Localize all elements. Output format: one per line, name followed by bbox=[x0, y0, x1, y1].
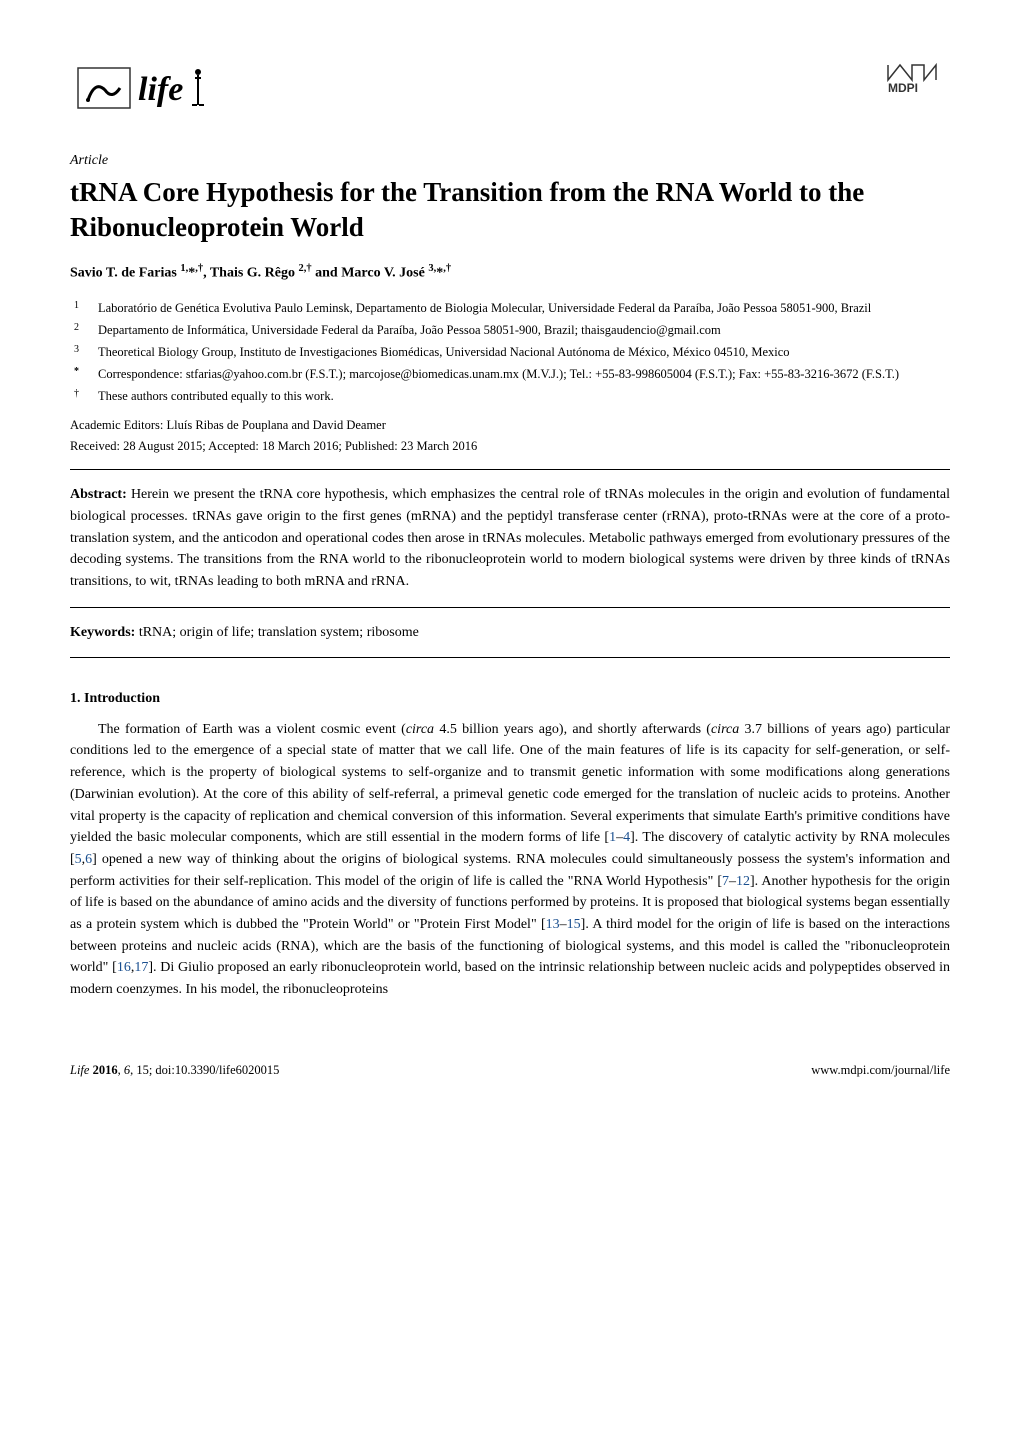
correspondence: * Correspondence: stfarias@yahoo.com.br … bbox=[98, 364, 950, 384]
academic-editors: Academic Editors: Lluís Ribas de Pouplan… bbox=[70, 416, 950, 435]
header-row: life MDPI bbox=[70, 60, 950, 120]
affiliation-2: 2 Departamento de Informática, Universid… bbox=[98, 320, 950, 340]
correspondence-marker: * bbox=[74, 364, 98, 384]
affiliations-block: 1 Laboratório de Genética Evolutiva Paul… bbox=[98, 298, 950, 406]
footer-journal-url: www.mdpi.com/journal/life bbox=[811, 1061, 950, 1080]
svg-text:life: life bbox=[138, 71, 183, 108]
keywords-section: Keywords: tRNA; origin of life; translat… bbox=[70, 622, 950, 658]
affiliation-num: 2 bbox=[74, 320, 98, 340]
abstract-label: Abstract: bbox=[70, 487, 127, 502]
affiliation-num: 1 bbox=[74, 298, 98, 318]
footer-citation: Life 2016, 6, 15; doi:10.3390/life602001… bbox=[70, 1061, 279, 1080]
equal-contribution: † These authors contributed equally to t… bbox=[98, 386, 950, 406]
article-title: tRNA Core Hypothesis for the Transition … bbox=[70, 175, 950, 245]
authors-line: Savio T. de Farias 1,*,†, Thais G. Rêgo … bbox=[70, 261, 950, 284]
equal-text: These authors contributed equally to thi… bbox=[98, 386, 334, 406]
section-1-body: The formation of Earth was a violent cos… bbox=[70, 719, 950, 1001]
article-type: Article bbox=[70, 150, 950, 171]
abstract-section: Abstract: Herein we present the tRNA cor… bbox=[70, 469, 950, 607]
abstract-text: Herein we present the tRNA core hypothes… bbox=[70, 487, 950, 589]
keywords-text: tRNA; origin of life; translation system… bbox=[135, 625, 418, 640]
equal-marker: † bbox=[74, 386, 98, 406]
footer-row: Life 2016, 6, 15; doi:10.3390/life602001… bbox=[70, 1061, 950, 1080]
affiliation-num: 3 bbox=[74, 342, 98, 362]
correspondence-text: Correspondence: stfarias@yahoo.com.br (F… bbox=[98, 364, 899, 384]
affiliation-text: Theoretical Biology Group, Instituto de … bbox=[98, 342, 790, 362]
affiliation-text: Laboratório de Genética Evolutiva Paulo … bbox=[98, 298, 871, 318]
mdpi-logo: MDPI bbox=[880, 60, 950, 102]
svg-text:MDPI: MDPI bbox=[888, 81, 918, 95]
section-1-heading: 1. Introduction bbox=[70, 688, 950, 709]
journal-logo: life bbox=[70, 60, 220, 120]
publication-dates: Received: 28 August 2015; Accepted: 18 M… bbox=[70, 437, 950, 456]
affiliation-3: 3 Theoretical Biology Group, Instituto d… bbox=[98, 342, 950, 362]
keywords-label: Keywords: bbox=[70, 625, 135, 640]
affiliation-1: 1 Laboratório de Genética Evolutiva Paul… bbox=[98, 298, 950, 318]
affiliation-text: Departamento de Informática, Universidad… bbox=[98, 320, 721, 340]
